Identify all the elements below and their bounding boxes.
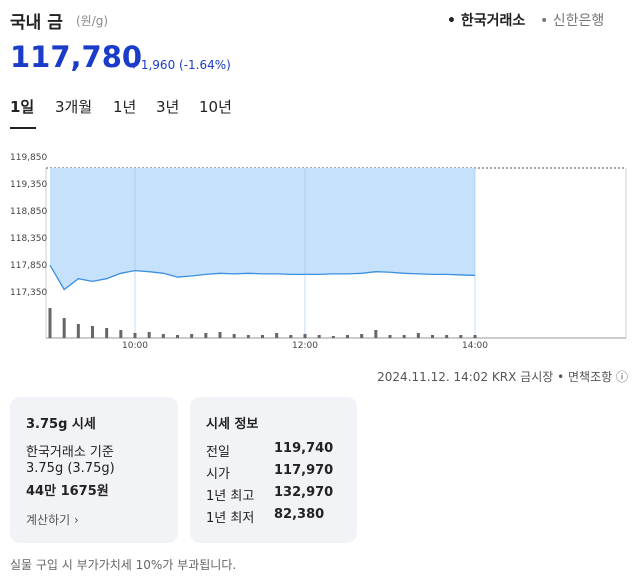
- link-text: 계산하기: [26, 513, 71, 527]
- volume-bar: [374, 330, 378, 338]
- card-price: 44만 1675원: [26, 484, 109, 499]
- price: 117,780: [10, 40, 143, 74]
- x-tick-label: 10:00: [122, 341, 148, 351]
- volume-bar: [261, 335, 264, 338]
- title: 국내 금: [10, 13, 63, 33]
- volume-bar: [76, 324, 80, 338]
- volume-bar: [346, 335, 349, 338]
- row-label: 1년 최고: [206, 489, 255, 504]
- tab[interactable]: 1년: [113, 98, 137, 116]
- volume-bar: [176, 335, 179, 338]
- y-tick-label: 118,350: [10, 234, 47, 244]
- volume-bar: [317, 335, 321, 338]
- y-tick-label: 118,850: [10, 207, 47, 217]
- source: KRX 금시장: [491, 370, 554, 384]
- volume-bar: [232, 334, 236, 338]
- tab[interactable]: 10년: [199, 98, 232, 116]
- x-tick-label: 14:00: [462, 341, 488, 351]
- footer: 2024.11.12. 14:02 KRX 금시장 • 면책조항 ⓘ: [377, 370, 628, 384]
- row-value: 117,970: [274, 463, 334, 478]
- disclaimer[interactable]: 면책조항: [568, 370, 613, 384]
- card-title: 시세 정보: [206, 417, 259, 432]
- volume-bar: [360, 334, 364, 338]
- basis: 한국거래소 기준: [26, 445, 114, 460]
- volume-bar: [246, 335, 250, 338]
- row-value: 82,380: [274, 507, 325, 522]
- link[interactable]: 계산하기 ›: [26, 513, 79, 527]
- note: 실물 구입 시 부가가치세 10%가 부과됩니다.: [10, 558, 237, 572]
- y-tick-label: 117,850: [10, 261, 47, 271]
- volume-bar: [161, 334, 165, 338]
- row-label: 전일: [206, 445, 230, 460]
- unit: (원/g): [76, 14, 109, 28]
- tab[interactable]: 1일: [10, 98, 35, 116]
- area: [50, 168, 475, 290]
- source-tab[interactable]: • 한국거래소: [447, 13, 526, 29]
- volume-bar: [48, 308, 52, 338]
- tab[interactable]: 3개월: [55, 98, 93, 116]
- volume-bar: [431, 335, 434, 338]
- volume-bar: [388, 335, 392, 338]
- volume-bar: [289, 335, 293, 338]
- x-tick-label: 12:00: [292, 341, 318, 351]
- volume-bar: [303, 334, 307, 338]
- volume-bar: [218, 332, 222, 338]
- y-tick-label: 119,350: [10, 180, 47, 190]
- volume-bar: [62, 318, 66, 338]
- tab[interactable]: 3년: [156, 98, 180, 116]
- volume-bar: [147, 332, 151, 338]
- change-value: 1,960: [140, 58, 176, 72]
- volume-bar: [133, 333, 137, 338]
- volume-bar: [459, 335, 463, 338]
- source: 한국거래소: [460, 13, 526, 29]
- change: ▾ 1,960 (-1.64%): [131, 58, 231, 72]
- volume-bar: [91, 326, 94, 338]
- card-title: 3.75g 시세: [26, 417, 96, 432]
- source-tab[interactable]: • 신한은행: [540, 13, 605, 29]
- volume-bar: [190, 334, 194, 338]
- volume-bar: [204, 333, 208, 338]
- tab-underline: [10, 127, 36, 129]
- volume-bar: [331, 336, 335, 338]
- volume-bar: [445, 335, 449, 338]
- row-label: 시가: [206, 467, 230, 482]
- y-tick-label: 117,350: [10, 288, 47, 298]
- chart: 119,850 119,350 118,850 118,350 117,850 117,3…: [10, 153, 627, 351]
- row-label: 1년 최저: [206, 511, 255, 526]
- volume-bar: [416, 333, 420, 338]
- card: 3.75g 시세 한국거래소 기준 3.75g (3.75g) 44만 1675…: [10, 397, 178, 543]
- volume-bar: [275, 333, 279, 338]
- change-percent: (-1.64%): [179, 58, 231, 72]
- volume-bar: [119, 330, 123, 338]
- row-value: 132,970: [274, 485, 334, 500]
- card: 시세 정보 전일 119,740 시가 117,970 1년 최고 132,970 1년 최…: [190, 397, 357, 543]
- y-tick-label: 119,850: [10, 153, 47, 163]
- row-value: 119,740: [274, 441, 334, 456]
- volume-bar: [402, 335, 406, 338]
- weight: 3.75g (3.75g): [26, 461, 115, 476]
- source: 신한은행: [552, 13, 605, 29]
- volume-bar: [105, 328, 109, 338]
- time: 2024.11.12. 14:02: [377, 370, 489, 384]
- line: [49, 264, 476, 291]
- volume-bar: [473, 335, 477, 338]
